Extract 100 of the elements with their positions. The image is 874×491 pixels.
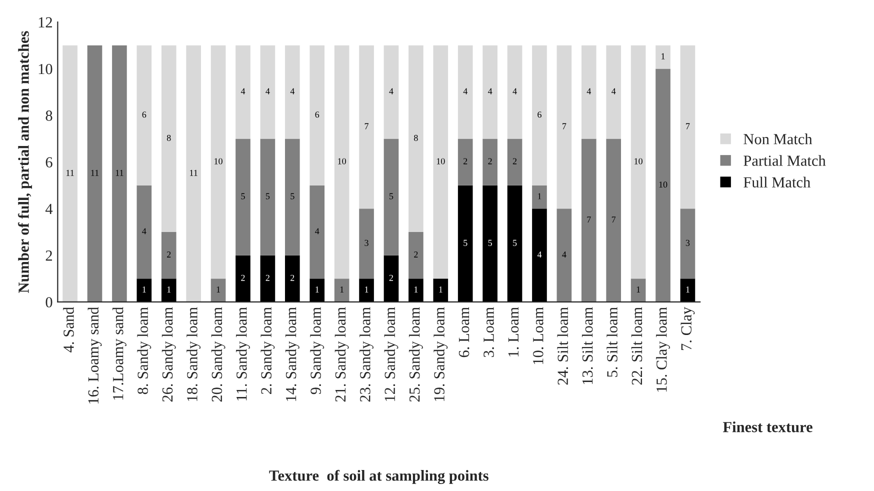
bar [310,278,325,302]
x-tick-label: 7. Clay [680,306,695,350]
data-label: 4 [240,88,246,94]
data-label: 1 [167,286,171,292]
data-label: 11 [190,170,198,176]
bar [161,232,176,279]
x-tick-label: 16. Loamy sand [88,307,102,404]
bar [433,45,448,279]
data-label: 11 [116,170,124,176]
bar [210,278,226,302]
data-label: 4 [463,88,468,94]
bar [359,278,374,302]
bar [482,138,498,186]
data-label: 4 [562,252,566,258]
data-label: 4 [315,228,320,234]
x-tick-label: 6. Loam [458,307,470,358]
data-label: 5 [488,240,492,246]
x-tick-label: 13. Silt loam [582,307,593,384]
data-label: 5 [390,193,394,200]
data-label: 4 [142,228,146,234]
bar [136,45,152,186]
data-label: 1 [316,286,319,292]
x-tick-label: 11. Sandy loam [236,307,250,400]
data-label: 8 [166,134,171,141]
bar [161,45,176,232]
data-label: 1 [340,286,344,292]
x-axis-title: Texture of soil at sampling points [269,470,488,484]
bar [556,208,572,302]
data-label: 11 [91,170,99,176]
data-label: 7 [686,123,690,130]
bar [112,45,127,302]
data-label: 5 [241,193,245,200]
bar [87,45,102,302]
bar [236,255,250,302]
bar [556,45,572,209]
x-tick-label: 17.Loamy sand [112,307,126,400]
x-tick-label: 22. Silt loam [631,307,642,385]
data-label: 1 [662,53,665,60]
text: Finest texture [722,421,812,432]
bar [408,278,424,302]
bar [532,45,547,186]
bar [260,255,276,302]
bar [656,45,670,69]
y-tick-label: 8 [46,110,52,121]
x-tick-label: 5. Silt loam [606,307,618,377]
data-label: 4 [612,88,616,94]
data-label: 10 [659,182,668,188]
bar [630,278,646,302]
data-label: 2 [167,252,171,258]
x-tick-label: 4. Sand [63,307,74,352]
x-tick-label: 1. Loam [508,307,519,356]
x-tick-label: 18. Sandy loam [186,307,201,401]
bar [581,138,596,302]
data-label: 4 [537,252,542,258]
bar [310,185,325,279]
bar [408,232,424,279]
data-label: 2 [266,274,270,281]
data-label: 1 [365,286,368,292]
x-tick-label: 20. Sandy loam [211,307,226,402]
data-label: 6 [142,112,146,118]
data-label: 7 [562,123,566,130]
y-tick-label: 4 [45,204,53,214]
x-tick-label: 23. Sandy loam [360,307,374,402]
x-tick-label: 24. Silt loam [557,307,568,385]
x-tick-label: 10. Loam [532,307,544,364]
data-label: 7 [612,216,616,223]
bar [260,138,276,256]
data-label: 3 [686,240,690,246]
legend-label: Full Match [744,176,810,188]
bar [680,208,696,279]
data-label: 5 [266,193,270,200]
y-axis-title: Number of full, partial and non matches [18,31,32,293]
bar [236,138,250,256]
bar [359,208,374,279]
data-label: 3 [364,240,368,246]
data-label: 6 [315,112,320,118]
bar [656,68,670,302]
data-label: 1 [538,193,542,200]
x-tick-label: 3. Loam [484,307,494,358]
data-label: 2 [512,158,517,164]
data-label: 2 [290,274,294,281]
bar [482,185,498,302]
x-tick-label: 9. Sandy loam [310,307,324,394]
bar [310,45,325,186]
bar [458,138,473,186]
y-tick-label: 2 [46,250,52,261]
x-tick-label: 15. Clay loam [656,307,670,392]
data-label: 6 [538,112,542,118]
bar [359,45,374,209]
data-label: 4 [488,88,492,94]
data-label: 2 [463,158,468,164]
legend-label: Non Match [744,134,812,144]
data-label: 7 [587,216,591,223]
data-label: 10 [436,158,445,164]
bar [606,138,622,302]
x-tick-label: 21. Sandy loam [334,307,349,402]
bar [458,185,473,302]
bar [136,185,152,279]
bar [334,45,350,279]
data-label: 7 [364,123,369,130]
